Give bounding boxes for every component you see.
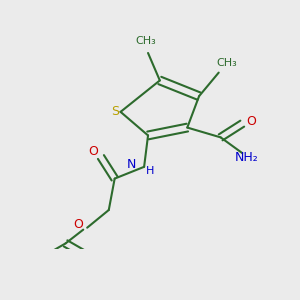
Text: O: O [88, 145, 98, 158]
Text: S: S [111, 105, 119, 119]
Text: CH₃: CH₃ [136, 36, 156, 46]
Text: N: N [127, 158, 136, 171]
Text: O: O [246, 115, 256, 128]
Text: O: O [74, 218, 83, 231]
Text: H: H [146, 166, 154, 176]
Text: NH₂: NH₂ [234, 151, 258, 164]
Text: CH₃: CH₃ [216, 58, 237, 68]
